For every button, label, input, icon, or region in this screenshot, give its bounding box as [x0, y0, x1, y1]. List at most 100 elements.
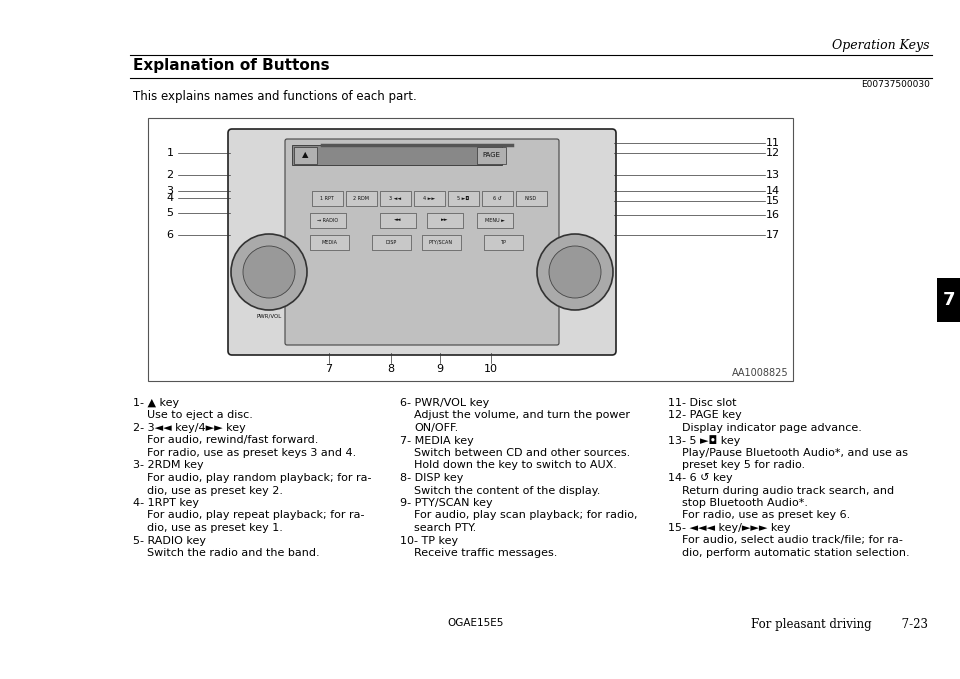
Bar: [937, 278, 960, 322]
Text: For audio, select audio track/file; for ra-: For audio, select audio track/file; for …: [682, 536, 902, 545]
Text: 4- 1RPT key: 4- 1RPT key: [133, 498, 199, 508]
FancyBboxPatch shape: [294, 147, 317, 164]
Text: For audio, rewind/fast forward.: For audio, rewind/fast forward.: [147, 435, 319, 445]
Text: 8: 8: [388, 364, 395, 374]
Text: 13- 5 ►◘ key: 13- 5 ►◘ key: [668, 435, 740, 446]
FancyBboxPatch shape: [311, 191, 343, 206]
Text: For radio, use as preset key 6.: For radio, use as preset key 6.: [682, 511, 851, 521]
Text: 7: 7: [943, 291, 955, 309]
Text: Use to eject a disc.: Use to eject a disc.: [147, 411, 252, 420]
Text: Switch the content of the display.: Switch the content of the display.: [414, 485, 600, 496]
Text: Switch between CD and other sources.: Switch between CD and other sources.: [414, 448, 631, 458]
Text: PTY/SCAN: PTY/SCAN: [429, 240, 453, 244]
Text: dio, use as preset key 1.: dio, use as preset key 1.: [147, 523, 283, 533]
Text: 9: 9: [437, 364, 444, 374]
FancyBboxPatch shape: [482, 191, 513, 206]
Text: 13: 13: [766, 170, 780, 180]
Text: 12- PAGE key: 12- PAGE key: [668, 411, 742, 420]
Text: For pleasant driving        7-23: For pleasant driving 7-23: [751, 618, 928, 631]
FancyBboxPatch shape: [292, 145, 502, 165]
Text: ◄◄: ◄◄: [394, 217, 401, 223]
Text: ►►: ►►: [441, 217, 448, 223]
Circle shape: [537, 234, 613, 310]
Text: → RADIO: → RADIO: [317, 217, 338, 223]
Text: stop Bluetooth Audio*.: stop Bluetooth Audio*.: [682, 498, 808, 508]
Text: ▲: ▲: [301, 151, 308, 160]
FancyBboxPatch shape: [484, 234, 522, 249]
Text: 5- RADIO key: 5- RADIO key: [133, 536, 206, 545]
Text: Display indicator page advance.: Display indicator page advance.: [682, 423, 862, 433]
Text: 14: 14: [766, 186, 780, 196]
Circle shape: [243, 246, 295, 298]
Text: PWR/VOL: PWR/VOL: [256, 314, 281, 319]
Text: Switch the radio and the band.: Switch the radio and the band.: [147, 548, 320, 558]
Text: 1- ▲ key: 1- ▲ key: [133, 398, 180, 408]
Text: 8- DISP key: 8- DISP key: [400, 473, 464, 483]
Text: ON/OFF.: ON/OFF.: [414, 423, 458, 433]
FancyBboxPatch shape: [516, 191, 546, 206]
Text: DISP: DISP: [385, 240, 396, 244]
Text: E00737500030: E00737500030: [861, 80, 930, 89]
Circle shape: [231, 234, 307, 310]
Text: 11- Disc slot: 11- Disc slot: [668, 398, 736, 408]
Text: Play/Pause Bluetooth Audio*, and use as: Play/Pause Bluetooth Audio*, and use as: [682, 448, 908, 458]
Circle shape: [549, 246, 601, 298]
Text: 3- 2RDM key: 3- 2RDM key: [133, 460, 204, 471]
Text: This explains names and functions of each part.: This explains names and functions of eac…: [133, 90, 417, 103]
FancyBboxPatch shape: [476, 147, 506, 164]
Text: 3 ◄◄: 3 ◄◄: [389, 196, 401, 200]
Text: 11: 11: [766, 138, 780, 148]
Text: NISD: NISD: [525, 196, 537, 200]
Text: TP: TP: [500, 240, 506, 244]
Text: 6- PWR/VOL key: 6- PWR/VOL key: [400, 398, 490, 408]
FancyBboxPatch shape: [309, 234, 348, 249]
Text: preset key 5 for radio.: preset key 5 for radio.: [682, 460, 805, 471]
Text: MEDIA: MEDIA: [321, 240, 337, 244]
FancyBboxPatch shape: [379, 191, 411, 206]
Text: 6 ↺: 6 ↺: [492, 196, 501, 200]
Text: Receive traffic messages.: Receive traffic messages.: [414, 548, 558, 558]
Text: 16: 16: [766, 210, 780, 220]
Text: For audio, play random playback; for ra-: For audio, play random playback; for ra-: [147, 473, 372, 483]
Text: 10- TP key: 10- TP key: [400, 536, 458, 545]
Text: 5: 5: [166, 208, 174, 218]
Text: MENU ►: MENU ►: [485, 217, 504, 223]
FancyBboxPatch shape: [346, 191, 376, 206]
Text: 7- MEDIA key: 7- MEDIA key: [400, 435, 473, 445]
Text: dio, use as preset key 2.: dio, use as preset key 2.: [147, 485, 283, 496]
Text: PAGE: PAGE: [482, 152, 500, 158]
Text: Hold down the key to switch to AUX.: Hold down the key to switch to AUX.: [414, 460, 617, 471]
Text: Operation Keys: Operation Keys: [832, 39, 930, 52]
Bar: [148, 118, 793, 381]
FancyBboxPatch shape: [309, 213, 346, 227]
Text: search PTY.: search PTY.: [414, 523, 476, 533]
Text: OGAE15E5: OGAE15E5: [447, 618, 504, 628]
Text: 15- ◄◄◄ key/►►► key: 15- ◄◄◄ key/►►► key: [668, 523, 790, 533]
Text: 1 RPT: 1 RPT: [320, 196, 334, 200]
Text: For audio, play repeat playback; for ra-: For audio, play repeat playback; for ra-: [147, 511, 365, 521]
Text: 2 RDM: 2 RDM: [353, 196, 369, 200]
Text: 14- 6 ↺ key: 14- 6 ↺ key: [668, 473, 732, 483]
FancyBboxPatch shape: [372, 234, 411, 249]
FancyBboxPatch shape: [421, 234, 461, 249]
Text: Explanation of Buttons: Explanation of Buttons: [133, 58, 329, 73]
FancyBboxPatch shape: [414, 191, 444, 206]
Text: 12: 12: [766, 148, 780, 158]
Text: dio, perform automatic station selection.: dio, perform automatic station selection…: [682, 548, 910, 558]
Text: 15: 15: [766, 196, 780, 206]
FancyBboxPatch shape: [447, 191, 478, 206]
Text: 17: 17: [766, 230, 780, 240]
Text: Return during audio track search, and: Return during audio track search, and: [682, 485, 894, 496]
Text: 4 ►►: 4 ►►: [423, 196, 435, 200]
Text: 1: 1: [166, 148, 174, 158]
Text: AA1008825: AA1008825: [732, 368, 789, 378]
Text: 2- 3◄◄ key/4►► key: 2- 3◄◄ key/4►► key: [133, 423, 246, 433]
Text: Adjust the volume, and turn the power: Adjust the volume, and turn the power: [414, 411, 630, 420]
FancyBboxPatch shape: [379, 213, 416, 227]
Text: 4: 4: [166, 193, 174, 203]
Text: 9- PTY/SCAN key: 9- PTY/SCAN key: [400, 498, 492, 508]
Text: For audio, play scan playback; for radio,: For audio, play scan playback; for radio…: [414, 511, 637, 521]
FancyBboxPatch shape: [426, 213, 463, 227]
Text: For radio, use as preset keys 3 and 4.: For radio, use as preset keys 3 and 4.: [147, 448, 356, 458]
Text: 10: 10: [484, 364, 498, 374]
